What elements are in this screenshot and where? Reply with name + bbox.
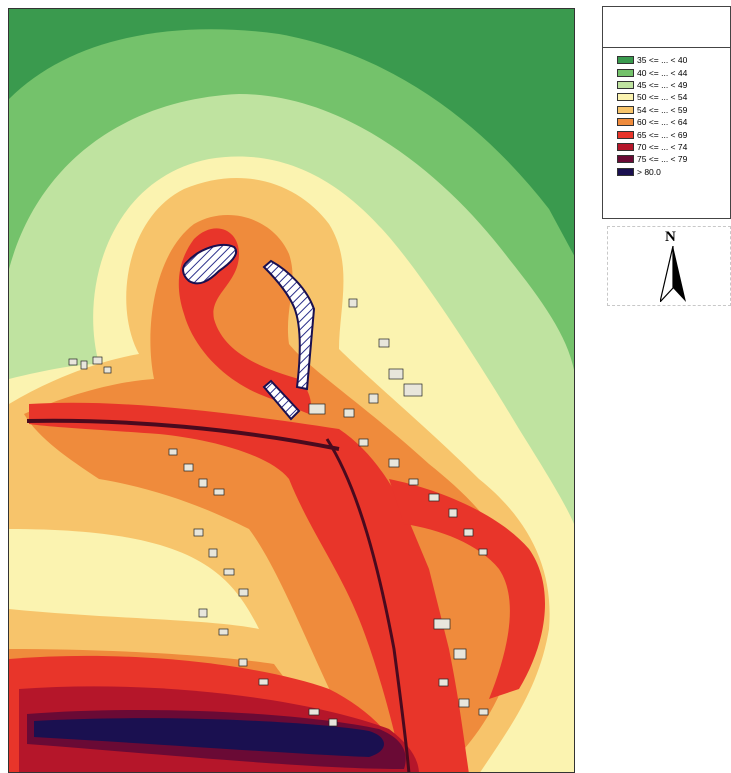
legend-item: 35 <= ... < 40 — [617, 54, 730, 66]
legend-item: 70 <= ... < 74 — [617, 141, 730, 153]
legend-label: 75 <= ... < 79 — [637, 154, 688, 165]
legend-swatch — [617, 93, 634, 102]
legend-item: > 80.0 — [617, 166, 730, 178]
buildings — [68, 298, 489, 727]
legend-label: 35 <= ... < 40 — [637, 55, 688, 66]
legend-item: 50 <= ... < 54 — [617, 91, 730, 103]
legend-item: 54 <= ... < 59 — [617, 104, 730, 116]
road-west-east — [26, 418, 340, 451]
legend-swatch — [617, 105, 634, 114]
legend-item: 45 <= ... < 49 — [617, 79, 730, 91]
legend-item: 65 <= ... < 69 — [617, 128, 730, 140]
legend-swatch — [617, 142, 634, 151]
legend-swatch — [617, 68, 634, 77]
hatched-area-3 — [262, 379, 301, 421]
legend-label: 70 <= ... < 74 — [637, 141, 688, 152]
north-arrow: N — [607, 226, 731, 306]
zone-80-plus — [34, 718, 384, 757]
legend-item: 60 <= ... < 64 — [617, 116, 730, 128]
legend-items: 35 <= ... < 40 40 <= ... < 44 45 <= ... < … — [603, 48, 730, 178]
road-north-south — [325, 438, 411, 772]
legend-label: 50 <= ... < 54 — [637, 92, 688, 103]
legend: 35 <= ... < 40 40 <= ... < 44 45 <= ... < … — [602, 6, 731, 219]
legend-swatch — [617, 80, 634, 89]
legend-swatch — [617, 155, 634, 164]
legend-label: 60 <= ... < 64 — [637, 117, 688, 128]
noise-map[interactable] — [8, 8, 575, 773]
legend-swatch — [617, 130, 634, 139]
legend-swatch — [617, 118, 634, 127]
zone-65-69-road — [29, 402, 469, 772]
legend-item: 75 <= ... < 79 — [617, 153, 730, 165]
noise-contour-map — [9, 9, 574, 772]
legend-item: 40 <= ... < 44 — [617, 66, 730, 78]
legend-label: 65 <= ... < 69 — [637, 129, 688, 140]
legend-swatch — [617, 167, 634, 176]
hatched-area-2 — [262, 259, 316, 391]
north-arrow-icon — [660, 246, 686, 302]
legend-label: 54 <= ... < 59 — [637, 104, 688, 115]
north-letter: N — [665, 229, 676, 245]
legend-label: > 80.0 — [637, 166, 661, 177]
hatched-area-1 — [182, 243, 238, 285]
legend-title — [603, 7, 730, 48]
legend-label: 45 <= ... < 49 — [637, 79, 688, 90]
legend-label: 40 <= ... < 44 — [637, 67, 688, 78]
zone-65-69-east — [389, 479, 546, 699]
legend-swatch — [617, 56, 634, 65]
